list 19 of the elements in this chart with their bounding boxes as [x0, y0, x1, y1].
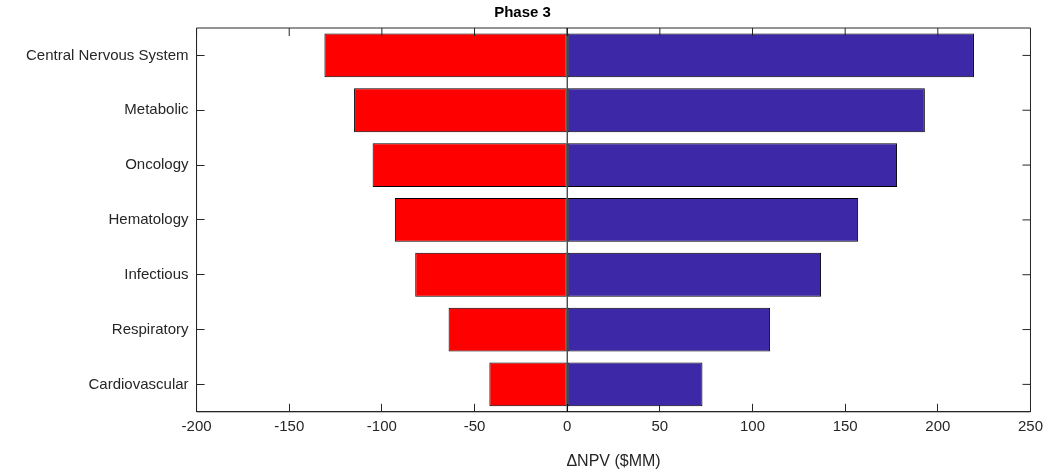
- y-tick-label: Central Nervous System: [25, 45, 189, 63]
- x-axis-title: ΔNPV ($MM): [566, 451, 661, 469]
- y-tick-label: Infectious: [124, 264, 189, 282]
- x-tick-label: -100: [366, 416, 397, 434]
- x-tick-label: 150: [832, 416, 858, 434]
- y-tick-label: Cardiovascular: [88, 374, 189, 392]
- x-tick-label: 0: [563, 416, 572, 434]
- x-tick-label: -200: [181, 416, 212, 434]
- x-tick-label: 50: [651, 416, 669, 434]
- x-tick-label: 100: [739, 416, 766, 434]
- y-tick-label: Oncology: [125, 155, 190, 173]
- y-tick-label: Hematology: [108, 210, 190, 228]
- x-tick-label: -150: [274, 416, 305, 434]
- chart-title: Phase 3: [494, 3, 551, 21]
- y-tick-label: Respiratory: [111, 319, 190, 337]
- x-tick-label: 200: [925, 416, 951, 434]
- x-tick-label: 250: [1017, 416, 1043, 434]
- y-tick-label: Metabolic: [124, 100, 190, 118]
- x-tick-label: -50: [463, 416, 486, 434]
